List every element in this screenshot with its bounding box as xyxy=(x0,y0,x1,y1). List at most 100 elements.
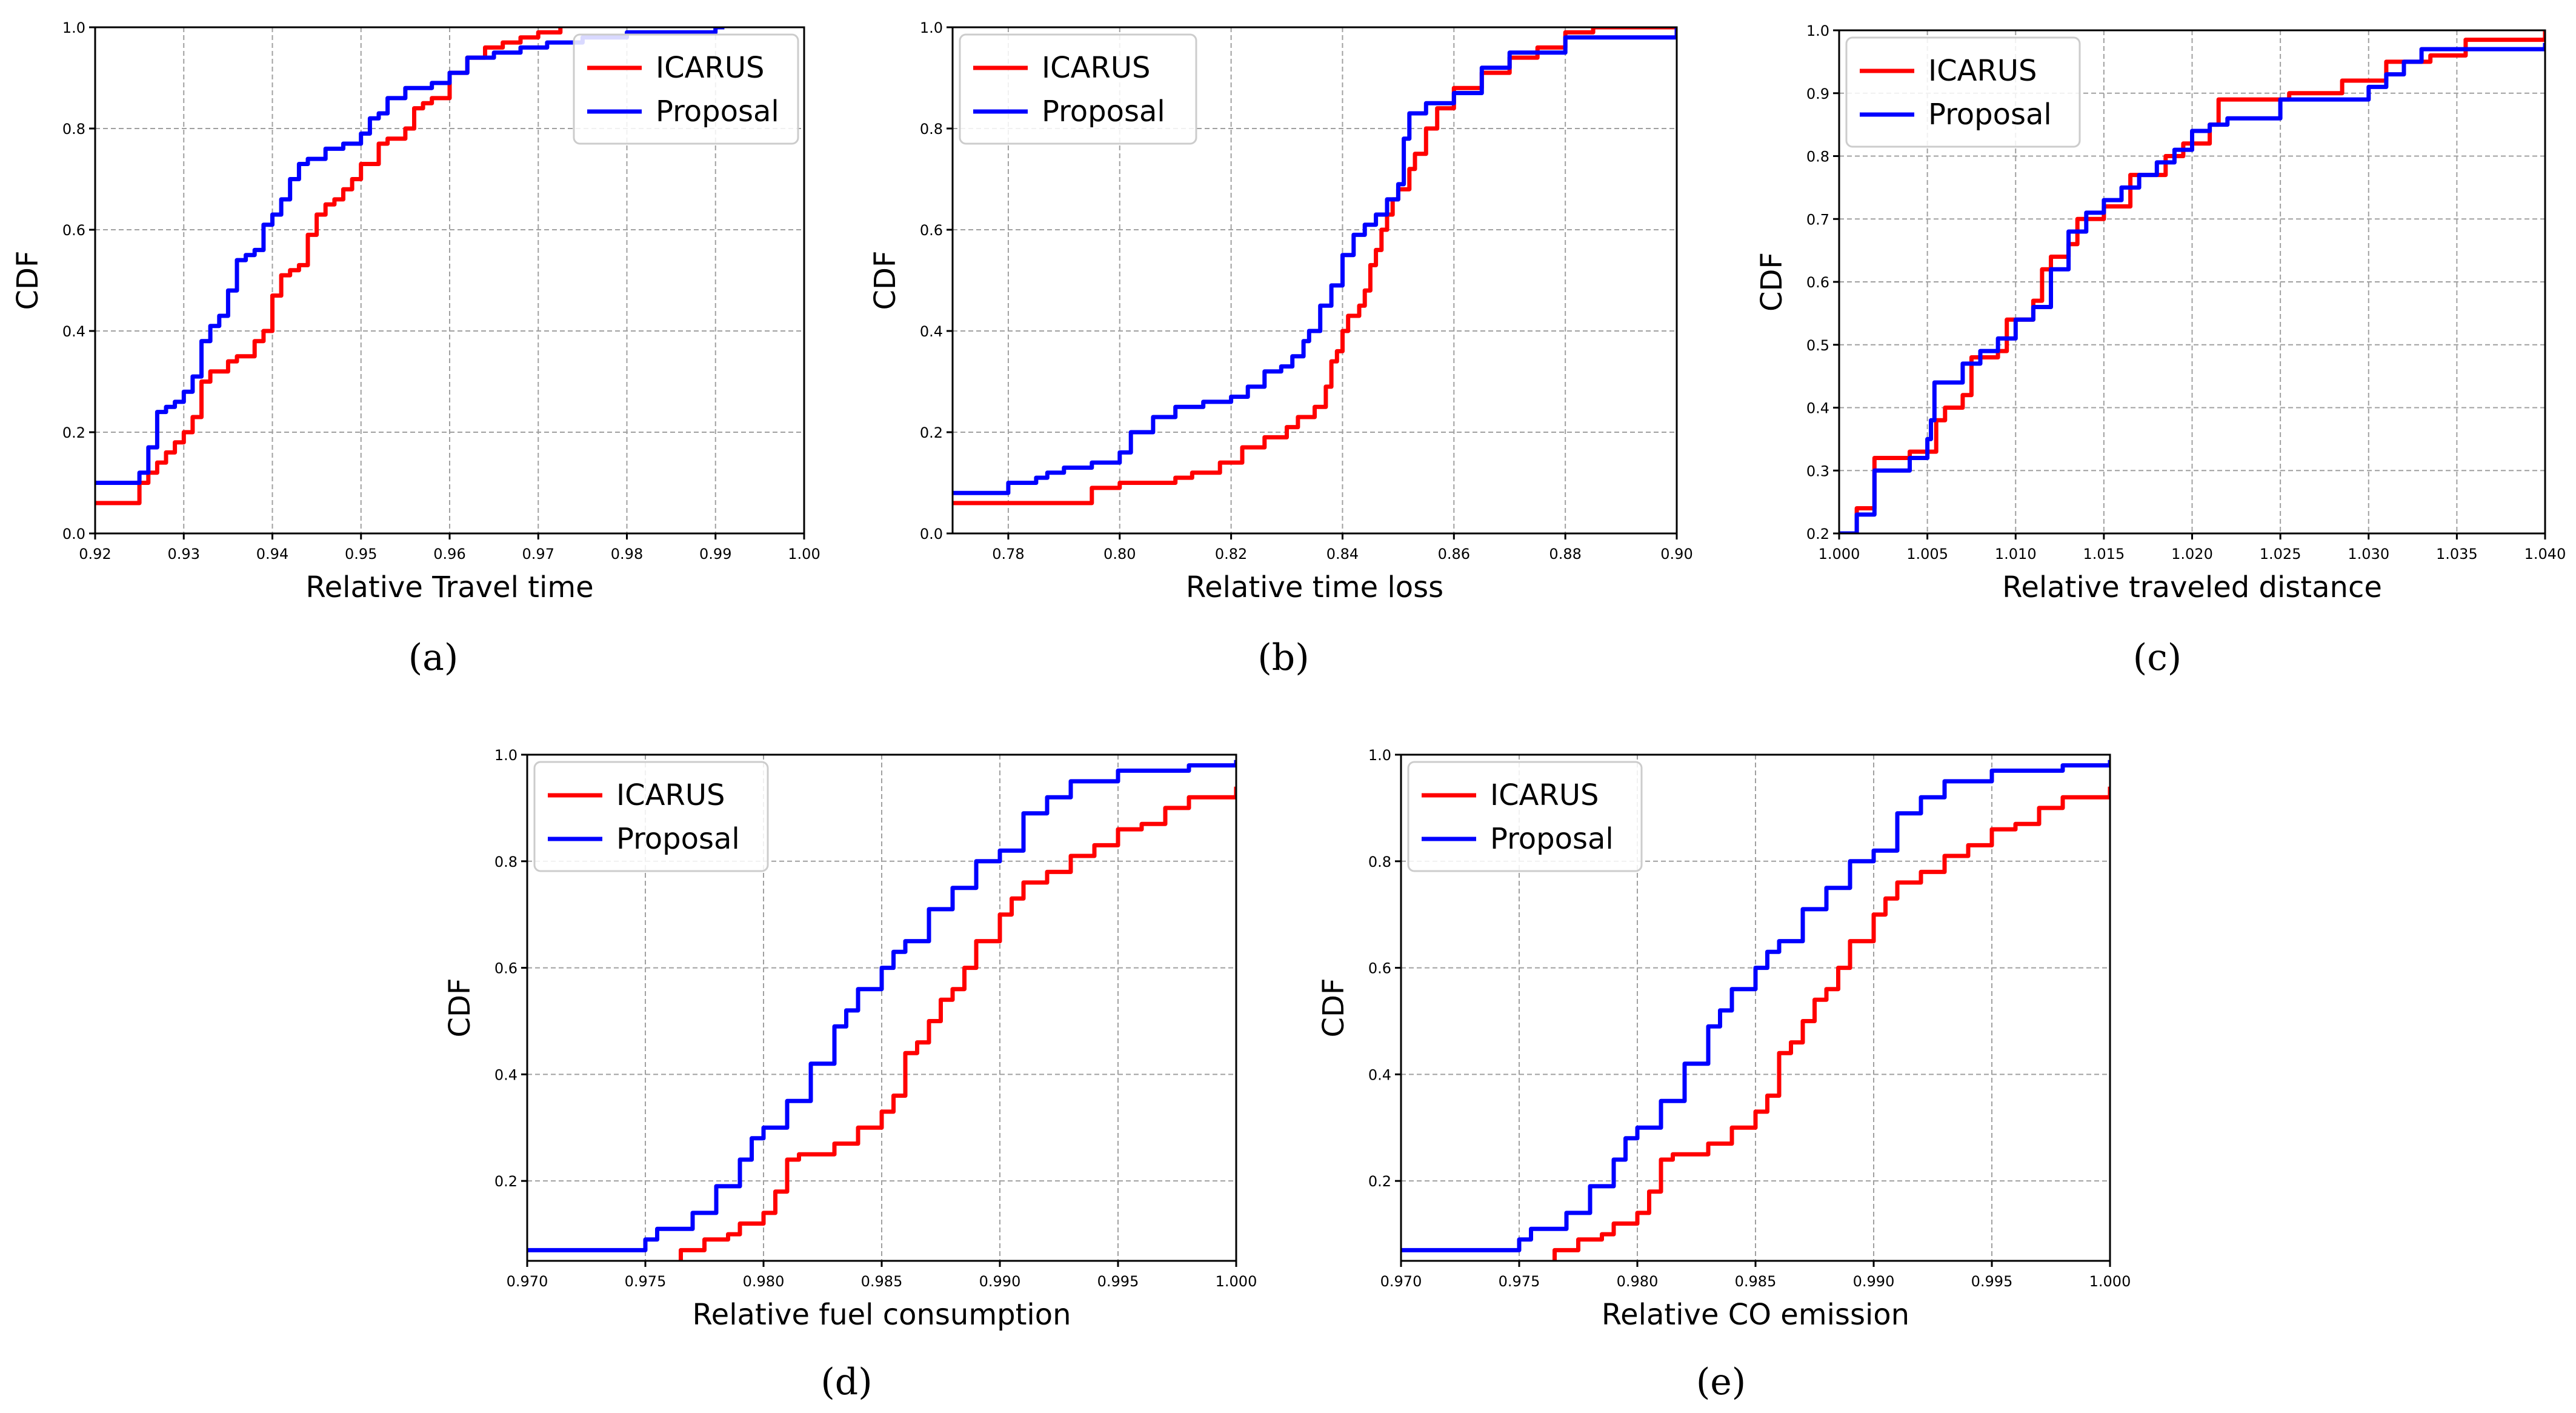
legend-box xyxy=(573,33,799,145)
y-tick-label: 1.0 xyxy=(1806,22,1829,39)
x-tick-label: 0.98 xyxy=(611,546,643,563)
series-line-proposal xyxy=(527,760,1236,1252)
legend-label-icarus: ICARUS xyxy=(616,778,725,812)
x-tick-label: 0.995 xyxy=(1971,1273,2013,1290)
panel-caption: (d) xyxy=(820,1361,872,1403)
y-tick-label: 0.8 xyxy=(1368,853,1391,870)
x-tick-label: 1.030 xyxy=(2348,546,2389,563)
panel-caption: (e) xyxy=(1696,1361,1746,1403)
y-tick-label: 1.0 xyxy=(494,747,518,764)
x-tick-label: 0.97 xyxy=(522,546,554,563)
y-axis-label: CDF xyxy=(1755,252,1789,312)
x-tick-label: 1.040 xyxy=(2524,546,2566,563)
series-line-proposal xyxy=(1839,42,2545,533)
panel-caption: (a) xyxy=(408,636,459,679)
y-tick-label: 0.4 xyxy=(1368,1066,1391,1083)
x-tick-label: 0.980 xyxy=(743,1273,785,1290)
y-tick-label: 0.3 xyxy=(1806,463,1829,479)
y-tick-label: 0.8 xyxy=(62,121,85,138)
x-axis-label: Relative time loss xyxy=(1186,570,1443,604)
x-tick-label: 0.78 xyxy=(992,546,1024,563)
y-axis-label: CDF xyxy=(868,250,902,310)
y-tick-label: 0.2 xyxy=(1368,1173,1391,1190)
y-tick-label: 0.4 xyxy=(920,323,943,340)
x-axis-label: Relative fuel consumption xyxy=(692,1298,1071,1332)
y-tick-label: 0.4 xyxy=(1806,400,1829,417)
legend-label-icarus: ICARUS xyxy=(1928,54,2037,88)
x-tick-label: 1.000 xyxy=(1819,546,1860,563)
y-tick-label: 1.0 xyxy=(920,19,943,36)
y-tick-label: 0.2 xyxy=(1806,526,1829,543)
x-tick-label: 0.86 xyxy=(1438,546,1470,563)
x-tick-label: 0.970 xyxy=(1380,1273,1422,1290)
x-tick-label: 0.82 xyxy=(1215,546,1247,563)
chart-panel-c: 1.000 1.005 1.010 1.015 1.020 1.025 1.030 1.035… xyxy=(1755,22,2566,679)
x-tick-label: 0.96 xyxy=(433,546,465,563)
x-axis-label: Relative Travel time xyxy=(305,570,593,604)
x-tick-label: 0.92 xyxy=(79,546,111,563)
x-axis-label: Relative traveled distance xyxy=(2002,570,2382,604)
series-line-proposal xyxy=(953,27,1677,495)
legend-label-proposal: Proposal xyxy=(1490,822,1614,856)
y-tick-label: 1.0 xyxy=(1368,747,1391,764)
plot-frame xyxy=(94,26,805,535)
x-tick-label: 0.88 xyxy=(1549,546,1581,563)
series-line-icarus xyxy=(1553,786,2110,1261)
x-tick-label: 1.015 xyxy=(2083,546,2125,563)
x-tick-label: 0.975 xyxy=(1499,1273,1540,1290)
legend-label-icarus: ICARUS xyxy=(656,51,764,85)
x-tick-label: 0.995 xyxy=(1097,1273,1139,1290)
legend-label-proposal: Proposal xyxy=(656,95,779,129)
y-tick-label: 0.6 xyxy=(920,222,943,239)
y-tick-label: 0.4 xyxy=(494,1066,518,1083)
x-tick-label: 0.84 xyxy=(1326,546,1359,563)
x-tick-label: 0.975 xyxy=(625,1273,667,1290)
y-tick-label: 0.6 xyxy=(1368,960,1391,977)
y-tick-label: 0.2 xyxy=(494,1173,518,1190)
series-line-proposal xyxy=(1401,760,2110,1252)
y-tick-label: 0.6 xyxy=(494,960,518,977)
y-axis-label: CDF xyxy=(11,250,45,310)
series-line-icarus xyxy=(953,27,1677,506)
legend-box xyxy=(533,761,769,872)
x-tick-label: 0.985 xyxy=(1735,1273,1777,1290)
y-tick-label: 0.7 xyxy=(1806,211,1829,228)
x-tick-label: 0.95 xyxy=(345,546,377,563)
legend-box xyxy=(959,33,1197,145)
legend-label-icarus: ICARUS xyxy=(1042,51,1150,85)
x-tick-label: 1.010 xyxy=(1995,546,2037,563)
x-tick-label: 0.985 xyxy=(861,1273,903,1290)
x-tick-label: 1.00 xyxy=(788,546,820,563)
y-tick-label: 0.8 xyxy=(1806,149,1829,165)
legend: ICARUS Proposal xyxy=(1407,761,1643,872)
plot-frame xyxy=(1400,753,2111,1262)
chart-panel-e: 0.970 0.975 0.980 0.985 0.990 0.995 1.000 0.2 0.… xyxy=(1317,747,2131,1403)
y-tick-label: 0.9 xyxy=(1806,85,1829,102)
y-axis-label: CDF xyxy=(1317,978,1351,1037)
chart-panel-a: 0.92 0.93 0.94 0.95 0.96 0.97 0.98 0.99 1.00 0.0 0… xyxy=(11,19,820,679)
plot-frame xyxy=(951,26,1678,535)
legend: ICARUS Proposal xyxy=(573,33,799,145)
legend-label-proposal: Proposal xyxy=(1042,95,1165,129)
x-axis-label: Relative CO emission xyxy=(1602,1298,1909,1332)
chart-panel-b: 0.78 0.80 0.82 0.84 0.86 0.88 0.90 0.0 0.2 0.4 0.6… xyxy=(868,19,1693,679)
legend: ICARUS Proposal xyxy=(959,33,1197,145)
legend: ICARUS Proposal xyxy=(533,761,769,872)
chart-panel-d: 0.970 0.975 0.980 0.985 0.990 0.995 1.000 0.2 0.… xyxy=(443,747,1257,1403)
x-tick-label: 0.990 xyxy=(1853,1273,1895,1290)
y-tick-label: 0.6 xyxy=(62,222,85,239)
x-tick-label: 0.980 xyxy=(1617,1273,1659,1290)
y-tick-label: 0.4 xyxy=(62,323,85,340)
x-tick-label: 0.93 xyxy=(168,546,200,563)
x-tick-label: 1.000 xyxy=(1216,1273,1257,1290)
legend-label-proposal: Proposal xyxy=(1928,98,2052,132)
x-tick-label: 0.990 xyxy=(979,1273,1021,1290)
x-tick-label: 1.035 xyxy=(2436,546,2478,563)
series-line-icarus xyxy=(679,786,1236,1261)
series-line-proposal xyxy=(95,27,725,485)
y-tick-label: 0.2 xyxy=(62,424,85,441)
x-tick-label: 0.90 xyxy=(1660,546,1692,563)
plot-frame xyxy=(526,753,1237,1262)
y-tick-label: 0.8 xyxy=(920,121,943,138)
